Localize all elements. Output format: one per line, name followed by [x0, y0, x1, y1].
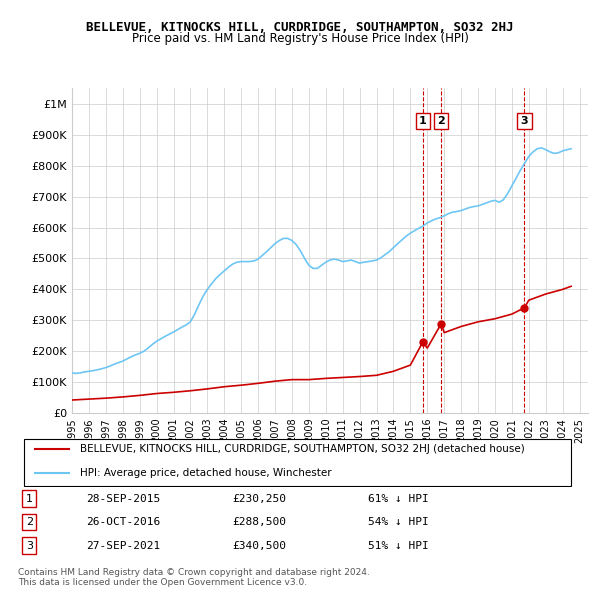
Text: 2: 2 [437, 116, 445, 126]
Text: 1: 1 [26, 494, 33, 503]
Text: 51% ↓ HPI: 51% ↓ HPI [368, 541, 428, 550]
Text: £288,500: £288,500 [232, 517, 286, 527]
Text: £340,500: £340,500 [232, 541, 286, 550]
Text: 61% ↓ HPI: 61% ↓ HPI [368, 494, 428, 503]
Text: BELLEVUE, KITNOCKS HILL, CURDRIDGE, SOUTHAMPTON, SO32 2HJ: BELLEVUE, KITNOCKS HILL, CURDRIDGE, SOUT… [86, 21, 514, 34]
Text: Price paid vs. HM Land Registry's House Price Index (HPI): Price paid vs. HM Land Registry's House … [131, 32, 469, 45]
Text: 3: 3 [26, 541, 33, 550]
Text: 28-SEP-2015: 28-SEP-2015 [86, 494, 160, 503]
Text: Contains HM Land Registry data © Crown copyright and database right 2024.: Contains HM Land Registry data © Crown c… [18, 568, 370, 576]
Text: BELLEVUE, KITNOCKS HILL, CURDRIDGE, SOUTHAMPTON, SO32 2HJ (detached house): BELLEVUE, KITNOCKS HILL, CURDRIDGE, SOUT… [80, 444, 525, 454]
Text: 1: 1 [419, 116, 427, 126]
Text: 27-SEP-2021: 27-SEP-2021 [86, 541, 160, 550]
Text: 2: 2 [26, 517, 33, 527]
Text: This data is licensed under the Open Government Licence v3.0.: This data is licensed under the Open Gov… [18, 578, 307, 587]
Text: HPI: Average price, detached house, Winchester: HPI: Average price, detached house, Winc… [80, 468, 332, 478]
Text: 3: 3 [521, 116, 528, 126]
Text: 54% ↓ HPI: 54% ↓ HPI [368, 517, 428, 527]
Text: £230,250: £230,250 [232, 494, 286, 503]
Text: 26-OCT-2016: 26-OCT-2016 [86, 517, 160, 527]
FancyBboxPatch shape [23, 438, 571, 486]
